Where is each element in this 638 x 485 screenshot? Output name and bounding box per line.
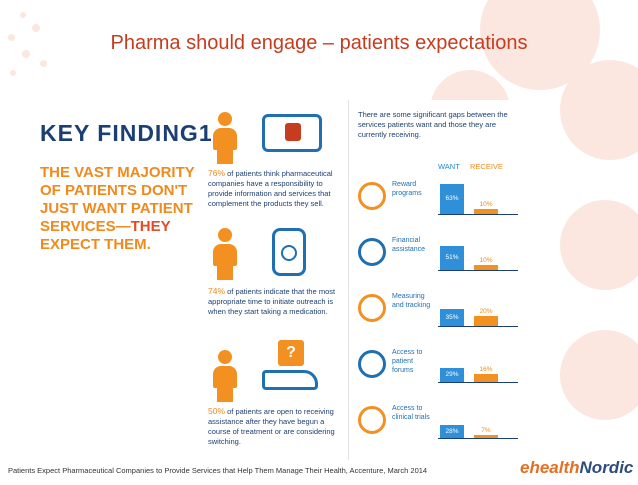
divider (348, 100, 349, 460)
source-citation: Patients Expect Pharmaceutical Companies… (8, 466, 428, 475)
service-row: Financial assistance 51% 10% (358, 234, 518, 274)
baseline (438, 326, 518, 327)
receive-column-label: RECEIVE (470, 162, 503, 171)
pill-bottle-clock-icon (272, 228, 306, 276)
hand-box-icon: ? (262, 340, 322, 396)
statement-highlight: THEY (130, 218, 171, 235)
baseline (438, 270, 518, 271)
person-icon (208, 112, 242, 164)
laptop-icon (262, 114, 322, 152)
gap-intro: There are some significant gaps between … (358, 110, 508, 139)
money-hand-icon (358, 238, 386, 266)
key-finding-heading: KEY FINDING1 (40, 120, 213, 146)
receive-bar (474, 374, 498, 382)
receive-value-label: 10% (479, 257, 493, 264)
chart-circle-icon (358, 294, 386, 322)
service-row: Access to patient forums 29% 16% (358, 346, 518, 386)
service-label: Access to clinical trials (392, 405, 430, 421)
test-tube-icon (358, 406, 386, 434)
receive-value-label: 10% (479, 201, 493, 208)
receive-bar (474, 209, 498, 214)
service-label: Financial assistance (392, 237, 426, 253)
baseline (438, 214, 518, 215)
want-bar: 28% (440, 425, 464, 438)
want-bar: 51% (440, 246, 464, 270)
person-icon (208, 228, 242, 280)
service-label: Measuring and tracking (392, 293, 431, 309)
receive-value-label: 20% (479, 308, 493, 315)
service-row: Measuring and tracking 35% 20% (358, 290, 518, 330)
receive-bar (474, 265, 498, 270)
service-row: Access to clinical trials 28% 7% (358, 402, 518, 442)
want-bar: 35% (440, 309, 464, 326)
stat-50: 50% of patients are open to receiving as… (208, 406, 335, 446)
chat-bubble-icon (358, 350, 386, 378)
baseline (438, 438, 518, 439)
service-label: Access to patient forums (392, 349, 423, 374)
stat-76: 76% of patients think pharmaceutical com… (208, 168, 333, 208)
ehealth-nordic-logo: ehealthNordic (520, 458, 634, 477)
want-bar: 63% (440, 184, 464, 214)
infographic: KEY FINDING1 THE VAST MAJORITY OF PATIEN… (30, 100, 520, 460)
receive-bar (474, 435, 498, 438)
want-column-label: WANT (438, 162, 460, 171)
receive-bar (474, 316, 498, 326)
service-row: Reward programs 63% 10% (358, 178, 518, 218)
key-finding-statement: THE VAST MAJORITY OF PATIENTS DON'T JUST… (40, 164, 210, 254)
want-bar: 29% (440, 368, 464, 382)
baseline (438, 382, 518, 383)
statement-main: THE VAST MAJORITY OF PATIENTS DON'T JUST… (40, 164, 195, 235)
statement-end: EXPECT THEM. (40, 236, 151, 253)
receive-value-label: 7% (481, 427, 491, 434)
receive-value-label: 16% (479, 366, 493, 373)
service-label: Reward programs (392, 181, 422, 197)
person-icon (208, 350, 242, 402)
trophy-icon (358, 182, 386, 210)
stat-74: 74% of patients indicate that the most a… (208, 286, 336, 316)
slide-title: Pharma should engage – patients expectat… (110, 32, 528, 54)
